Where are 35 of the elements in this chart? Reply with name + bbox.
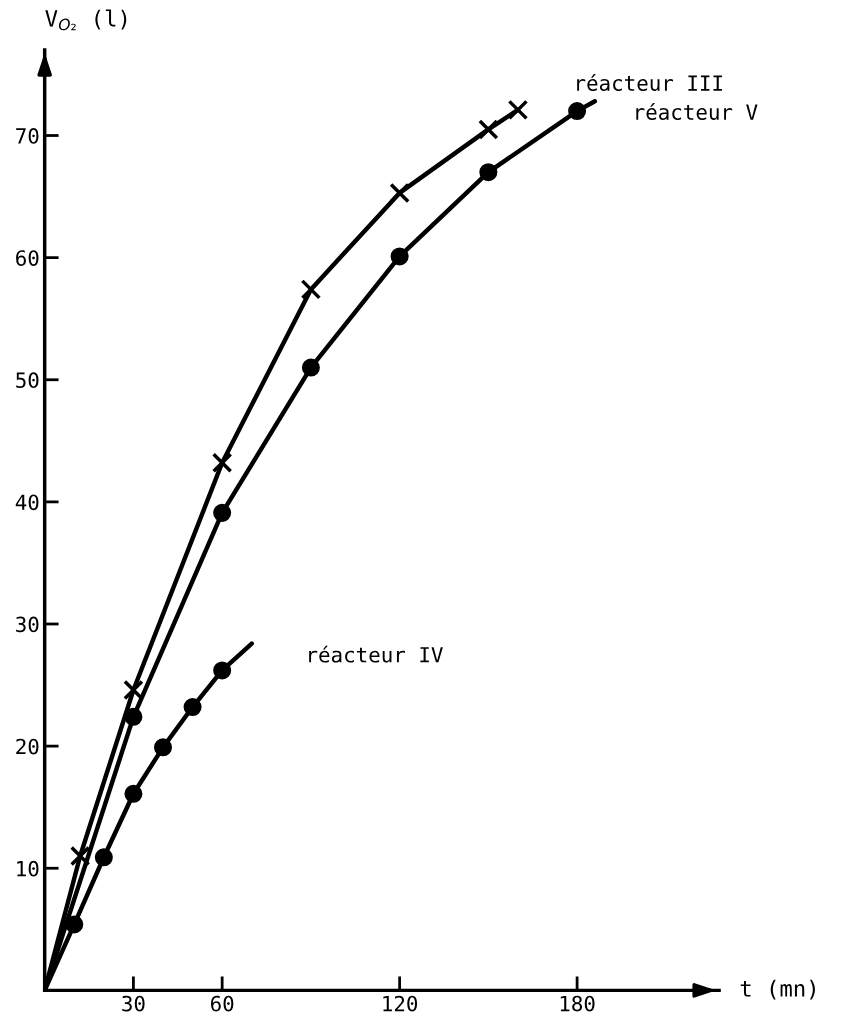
y-tick-label: 20 bbox=[16, 738, 39, 755]
point bbox=[124, 784, 143, 803]
y-tick-label: 30 bbox=[16, 616, 39, 633]
point bbox=[153, 738, 173, 757]
point bbox=[124, 707, 143, 726]
x-axis-title: t (mn) bbox=[740, 979, 815, 1000]
y-tick-label: 70 bbox=[16, 128, 39, 144]
y-tick-label: 10 bbox=[17, 860, 39, 877]
point bbox=[390, 247, 409, 266]
point bbox=[479, 163, 498, 182]
point bbox=[478, 119, 499, 140]
text: V$_{O₂}$ (l) bbox=[45, 9, 127, 31]
point bbox=[211, 452, 233, 474]
x-tick-label: 30 bbox=[122, 995, 145, 1012]
point bbox=[123, 679, 144, 701]
point bbox=[183, 698, 202, 717]
point bbox=[389, 182, 410, 204]
point bbox=[65, 915, 84, 934]
x-tick-label: 60 bbox=[210, 995, 234, 1012]
x-tick-label: 180 bbox=[560, 995, 595, 1012]
point bbox=[301, 358, 320, 377]
text: réacteur V bbox=[636, 103, 758, 120]
x-tick-label: 120 bbox=[383, 995, 418, 1012]
text: réacteur IV bbox=[309, 645, 443, 663]
point bbox=[507, 99, 529, 121]
point bbox=[213, 503, 232, 522]
point bbox=[69, 845, 91, 867]
y-tick-label: 60 bbox=[16, 250, 39, 266]
point bbox=[300, 279, 322, 300]
text: réacteur III bbox=[577, 74, 722, 91]
y-tick-label: 50 bbox=[16, 372, 39, 389]
y-tick-label: 40 bbox=[15, 494, 39, 511]
point bbox=[568, 102, 587, 121]
point bbox=[94, 848, 113, 867]
point bbox=[213, 661, 232, 680]
